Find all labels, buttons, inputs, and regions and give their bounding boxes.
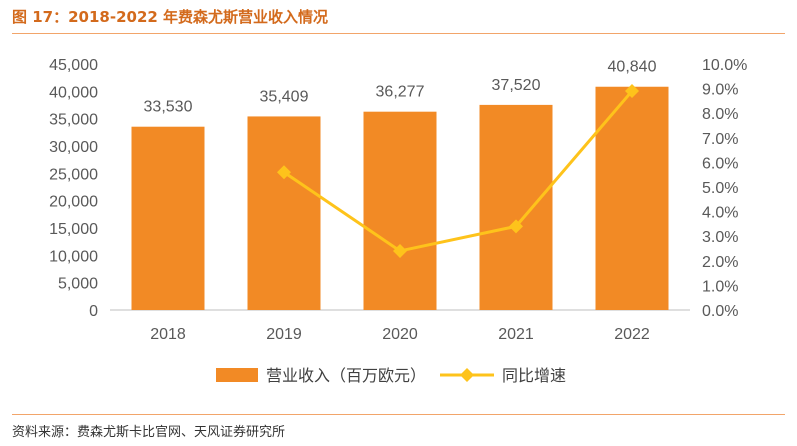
y-right-tick-label: 5.0% <box>702 180 738 197</box>
x-tick-label: 2018 <box>150 326 186 343</box>
y-left-axis: 0 5,000 10,000 15,000 20,000 25,000 30,000 35,0… <box>49 57 98 320</box>
source-note: 资料来源：费森尤斯卡比官网、天风证券研究所 <box>12 425 286 440</box>
y-right-tick-label: 6.0% <box>702 155 738 172</box>
bar-data-label: 35,409 <box>260 88 309 105</box>
figure-title: 图 17：2018-2022 年费森尤斯营业收入情况 <box>12 8 329 26</box>
bar <box>247 116 321 310</box>
y-left-tick-label: 40,000 <box>49 84 98 101</box>
y-left-tick-label: 25,000 <box>49 166 98 183</box>
x-tick-label: 2019 <box>266 326 302 343</box>
y-right-tick-label: 2.0% <box>702 254 738 271</box>
y-right-tick-label: 10.0% <box>702 57 747 74</box>
y-left-tick-label: 20,000 <box>49 194 98 211</box>
y-right-tick-label: 1.0% <box>702 278 738 295</box>
bar <box>595 86 669 310</box>
bar-data-label: 36,277 <box>376 84 425 101</box>
growth-point <box>277 165 291 180</box>
x-tick-label: 2020 <box>382 326 418 343</box>
bar-data-label: 40,840 <box>608 59 657 76</box>
y-left-tick-label: 45,000 <box>49 57 98 74</box>
growth-line <box>283 90 634 253</box>
y-left-tick-label: 10,000 <box>49 248 98 265</box>
bar-data-label: 33,530 <box>144 99 193 116</box>
y-left-tick-label: 35,000 <box>49 112 98 129</box>
legend: 营业收入（百万欧元） 同比增速 <box>216 366 566 385</box>
bar-data-label: 37,520 <box>492 77 541 94</box>
legend-diamond-icon <box>460 368 474 382</box>
x-axis: 2018 2019 2020 2021 2022 <box>150 326 650 343</box>
growth-point <box>625 84 639 99</box>
bar <box>131 126 205 310</box>
growth-point <box>393 243 407 258</box>
legend-label-line: 同比增速 <box>502 366 566 385</box>
y-right-axis: 0.0% 1.0% 2.0% 3.0% 4.0% 5.0% 6.0% 7.0% 8.0% 9.0%… <box>702 57 747 320</box>
x-tick-label: 2022 <box>614 326 650 343</box>
legend-label-bar: 营业收入（百万欧元） <box>266 366 426 385</box>
bar <box>363 111 437 310</box>
y-right-tick-label: 8.0% <box>702 106 738 123</box>
source-divider <box>12 414 785 415</box>
y-right-tick-label: 4.0% <box>702 205 738 222</box>
y-right-tick-label: 9.0% <box>702 82 738 99</box>
y-right-tick-label: 0.0% <box>702 303 738 320</box>
growth-line-series <box>277 84 639 258</box>
growth-point <box>509 219 523 234</box>
y-left-tick-label: 15,000 <box>49 221 98 238</box>
y-left-tick-label: 5,000 <box>58 276 98 293</box>
bar <box>479 104 553 311</box>
y-right-tick-label: 3.0% <box>702 229 738 246</box>
title-divider <box>12 33 785 34</box>
bar-data-labels: 33,530 35,409 36,277 37,520 40,840 <box>144 59 657 116</box>
y-left-tick-label: 0 <box>89 303 98 320</box>
x-tick-label: 2021 <box>498 326 534 343</box>
bar-series <box>131 86 669 311</box>
y-left-tick-label: 30,000 <box>49 139 98 156</box>
y-right-tick-label: 7.0% <box>702 131 738 148</box>
legend-swatch-bar <box>216 368 258 382</box>
